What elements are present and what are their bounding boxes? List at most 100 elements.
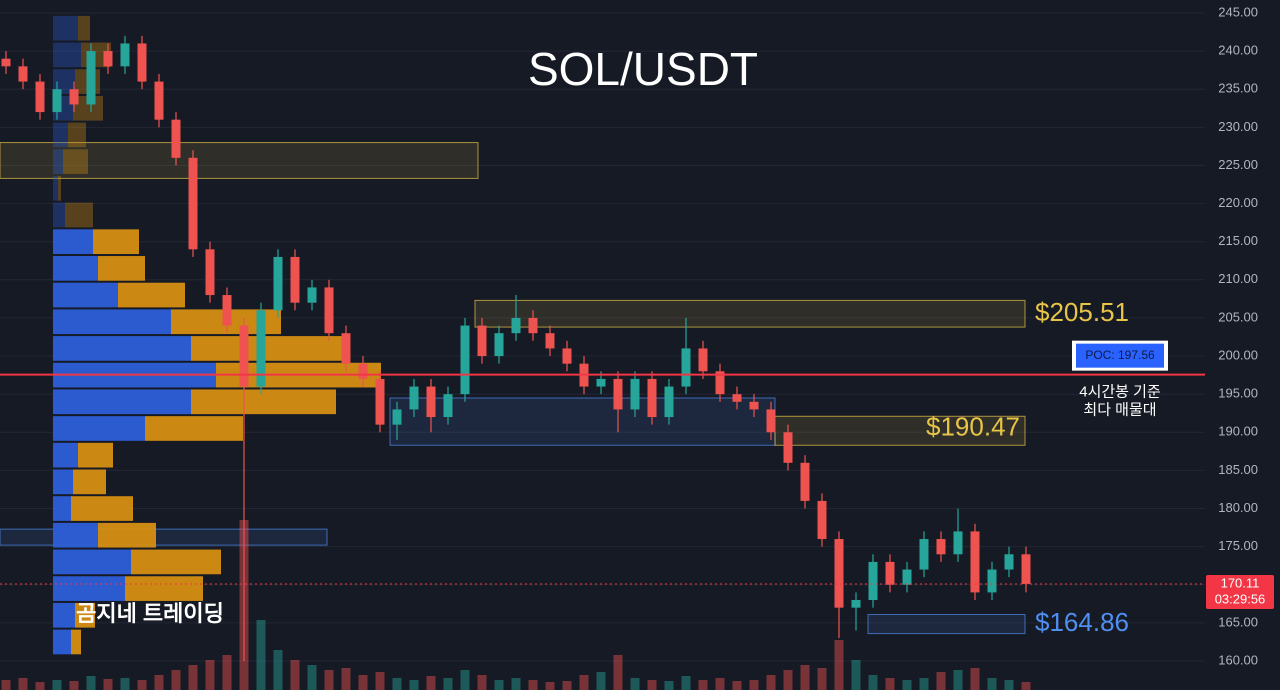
- y-tick-label: 160.00: [1218, 652, 1258, 667]
- candle-body: [698, 348, 708, 372]
- candle-body: [86, 51, 96, 105]
- profile-sell: [191, 336, 346, 361]
- profile-sell: [58, 175, 61, 201]
- volume-bar: [630, 678, 640, 690]
- volume-bar: [69, 681, 79, 690]
- profile-sell: [71, 629, 81, 655]
- candle-body: [834, 539, 844, 608]
- volume-bar: [664, 681, 674, 690]
- candle-body: [290, 256, 300, 303]
- candle-body: [681, 348, 691, 387]
- candle-body: [970, 531, 980, 593]
- zone: [474, 299, 1026, 328]
- candle-body: [545, 333, 555, 349]
- profile-sell: [125, 576, 203, 601]
- volume-bar: [341, 668, 351, 690]
- volume-bar: [120, 678, 130, 690]
- candle-body: [103, 51, 113, 67]
- candle-body: [885, 561, 895, 585]
- candle-body: [732, 394, 742, 402]
- profile-buy: [53, 522, 98, 548]
- candle-body: [154, 81, 164, 120]
- candle-body: [596, 378, 606, 387]
- profile-buy: [53, 69, 75, 94]
- volume-bar: [273, 650, 283, 690]
- profile-buy: [53, 629, 71, 655]
- volume-bar: [137, 680, 147, 690]
- y-tick-label: 200.00: [1218, 347, 1258, 362]
- candle-body: [188, 157, 198, 250]
- zone: [389, 397, 776, 446]
- profile-sell: [93, 229, 139, 255]
- profile-buy: [53, 496, 71, 521]
- profile-sell: [98, 522, 156, 548]
- profile-buy: [53, 202, 65, 228]
- profile-buy: [53, 175, 58, 201]
- volume-bar: [1004, 680, 1014, 690]
- y-tick-label: 210.00: [1218, 271, 1258, 286]
- candle-body: [528, 317, 538, 334]
- candle-body: [18, 66, 28, 82]
- candle-body: [171, 119, 181, 158]
- current-price-label: 170.11: [1221, 575, 1260, 590]
- volume-bar: [171, 670, 181, 690]
- volume-bar: [307, 665, 317, 690]
- candle-body: [477, 325, 487, 357]
- y-tick-label: 235.00: [1218, 81, 1258, 96]
- profile-buy: [53, 336, 191, 361]
- volume-bar: [970, 668, 980, 690]
- profile-buy: [53, 122, 68, 148]
- volume-bar: [477, 675, 487, 690]
- candle-body: [409, 386, 419, 410]
- candle-body: [375, 378, 385, 425]
- volume-bar: [766, 675, 776, 690]
- candle-body: [749, 401, 759, 410]
- volume-bar: [936, 672, 946, 690]
- candle-body: [783, 432, 793, 463]
- profile-sell: [131, 549, 221, 575]
- profile-sell: [75, 602, 95, 628]
- volume-bar: [528, 680, 538, 690]
- zone-label: $164.86: [1035, 607, 1129, 637]
- profile-buy: [53, 389, 191, 415]
- volume-bar: [715, 678, 725, 690]
- candle-body: [494, 333, 504, 357]
- profile-buy: [53, 442, 78, 468]
- candle-body: [460, 325, 470, 395]
- candle-body: [715, 371, 725, 395]
- overlay: 245.00 240.00 235.00 230.00 225.00 220.00 215.…: [0, 4, 1274, 667]
- volume-bar: [409, 680, 419, 690]
- candle-body: [766, 409, 776, 433]
- candle-body: [358, 363, 368, 379]
- volume-bar: [460, 670, 470, 690]
- y-tick-label: 225.00: [1218, 157, 1258, 172]
- profile-buy: [53, 602, 75, 628]
- volume-bar: [358, 675, 368, 690]
- volume-bar: [732, 681, 742, 690]
- poc-label-box: [1076, 343, 1164, 368]
- profile-sell: [145, 416, 243, 441]
- volume-bar: [919, 678, 929, 690]
- volume-bar: [562, 681, 572, 690]
- volume-bar: [817, 668, 827, 690]
- countdown-label: 03:29:56: [1215, 591, 1266, 606]
- zone-label: $205.51: [1035, 297, 1129, 327]
- volume-bar: [596, 672, 606, 690]
- candle-body: [902, 569, 912, 585]
- profile-sell: [73, 469, 106, 495]
- candle-body: [69, 89, 79, 105]
- y-tick-label: 175.00: [1218, 538, 1258, 553]
- candle-body: [307, 287, 317, 303]
- volume-bar: [834, 640, 844, 690]
- candle-body: [1, 58, 11, 67]
- candle-body: [341, 333, 351, 364]
- candle-body: [35, 81, 45, 113]
- candle-body: [120, 43, 130, 67]
- y-tick-label: 220.00: [1218, 195, 1258, 210]
- y-tick-label: 195.00: [1218, 386, 1258, 401]
- profile-sell: [63, 149, 88, 174]
- volume-bar: [1021, 682, 1031, 690]
- y-tick-label: 180.00: [1218, 500, 1258, 515]
- volume-bar: [647, 680, 657, 690]
